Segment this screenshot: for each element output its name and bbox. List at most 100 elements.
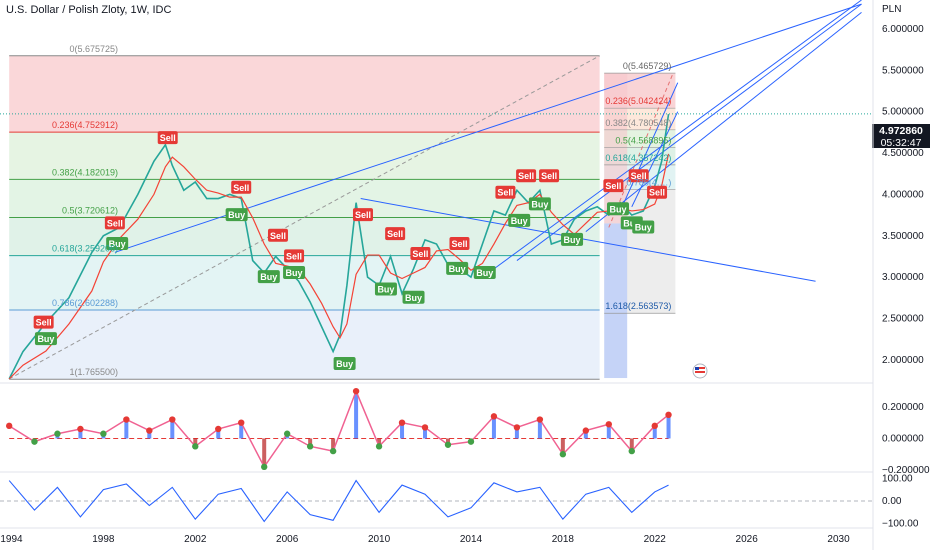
osc-dot (665, 411, 672, 419)
fib-recent-label: 0.5(4.568895) (615, 135, 671, 145)
fib-labels: 0(5.675725) 0.236(4.752912) 0.382(4.182019… (52, 44, 671, 377)
price-series (8, 114, 670, 380)
osc-dot (467, 438, 475, 445)
signal-label: Buy (286, 268, 303, 278)
signal-badge (647, 185, 668, 199)
osc-dot (559, 451, 567, 458)
signal-label: Sell (160, 133, 176, 143)
sell-signal: Sell (104, 216, 125, 230)
signal-label: Sell (518, 171, 534, 181)
osc-bar (652, 425, 657, 439)
osc-dot (582, 427, 590, 434)
rsi-line (8, 479, 669, 523)
x-tick-label: 2010 (368, 534, 391, 545)
sell-signal: Sell (495, 185, 516, 199)
trendline (619, 82, 679, 212)
signal-label: Sell (270, 231, 286, 241)
signal-label: Sell (233, 183, 249, 193)
signal-label: Buy (336, 359, 353, 369)
signal-badge (628, 169, 649, 183)
signal-badge (603, 179, 624, 193)
signal-label: Sell (649, 188, 665, 198)
price-line (8, 114, 670, 380)
trendline (493, 0, 862, 270)
sell-signal: Sell (33, 315, 54, 329)
y-tick-label: 5.000000 (882, 107, 924, 118)
projection-zone-blue (604, 223, 628, 379)
sell-signal: Sell (352, 208, 373, 222)
signal-badge (495, 185, 516, 199)
signal-label: Sell (497, 188, 513, 198)
trendline (516, 3, 862, 261)
buy-signal: Buy (473, 265, 496, 279)
buy-signal: Buy (561, 232, 584, 246)
event-flag (692, 363, 708, 379)
osc-dot (77, 425, 84, 433)
osc-dot (5, 422, 13, 430)
signal-label: Buy (609, 204, 626, 214)
signal-label: Buy (531, 199, 548, 209)
osc-bar (583, 430, 588, 439)
osc-dot (329, 447, 337, 455)
signal-badge (34, 332, 57, 346)
osc-dot (100, 430, 107, 437)
fib-zone (9, 55, 600, 133)
x-tick-label: 2002 (184, 534, 207, 545)
osc-dot (352, 387, 360, 395)
signal-badge (104, 216, 125, 230)
osc-dot (123, 416, 130, 423)
fib-label: 0.5(3.720612) (62, 206, 118, 216)
signal-badge (374, 282, 397, 296)
bar-countdown: 05:32:47 (880, 137, 922, 149)
axis-unit: PLN (882, 4, 901, 15)
osc-bar (170, 419, 175, 439)
signal-label: Buy (377, 285, 394, 295)
x-tick-label: 2030 (827, 534, 850, 545)
signal-badge (449, 237, 470, 251)
fib-label: 0.786(2.602288) (52, 298, 118, 308)
osc-bar (193, 438, 198, 447)
fib-label: 0(5.675725) (69, 44, 118, 54)
signal-label: Sell (451, 239, 467, 249)
sell-signal: Sell (516, 169, 537, 183)
buy-signal: Buy (283, 265, 306, 279)
fib-label: 1(1.765500) (69, 367, 118, 377)
buy-signal: Buy (333, 356, 356, 370)
sell-signal: Sell (603, 179, 624, 193)
buy-signal: Buy (225, 208, 248, 222)
signal-badge (225, 208, 248, 222)
axes: 6.000000 5.500000 5.000000 4.500000 4.000000… (0, 24, 924, 545)
signal-badge (352, 208, 373, 222)
signal-label: Buy (37, 334, 54, 344)
signal-badge (508, 213, 531, 227)
osc-bar (216, 429, 221, 439)
trendline (360, 198, 816, 282)
signal-label: Sell (107, 218, 123, 228)
osc-y-tick-label: −0.200000 (882, 465, 930, 476)
osc-bar (560, 438, 565, 455)
osc-bar (606, 424, 611, 439)
osc-bar (400, 422, 405, 439)
osc-dot (444, 441, 452, 448)
osc-bar (147, 430, 152, 439)
signal-label: Sell (286, 251, 302, 261)
sell-signal: Sell (231, 180, 252, 194)
signal-badge (106, 237, 129, 251)
signal-label: Buy (476, 268, 493, 278)
signal-badge (284, 249, 305, 263)
osc-dot (192, 443, 199, 450)
signal-badge (157, 131, 178, 145)
fib-recent-label: 0.786(4.…) (626, 177, 671, 187)
osc-bar (514, 427, 519, 439)
signal-badge (257, 270, 280, 284)
signal-label: Sell (36, 318, 52, 328)
osc-dot (146, 427, 153, 434)
sell-signal: Sell (628, 169, 649, 183)
fib-zone (9, 132, 600, 180)
fib-label: 0.382(4.182019) (52, 167, 118, 177)
signal-badge (632, 220, 655, 234)
buy-signal: Buy (528, 197, 551, 211)
signal-badge (333, 356, 356, 370)
signal-badge (283, 265, 306, 279)
